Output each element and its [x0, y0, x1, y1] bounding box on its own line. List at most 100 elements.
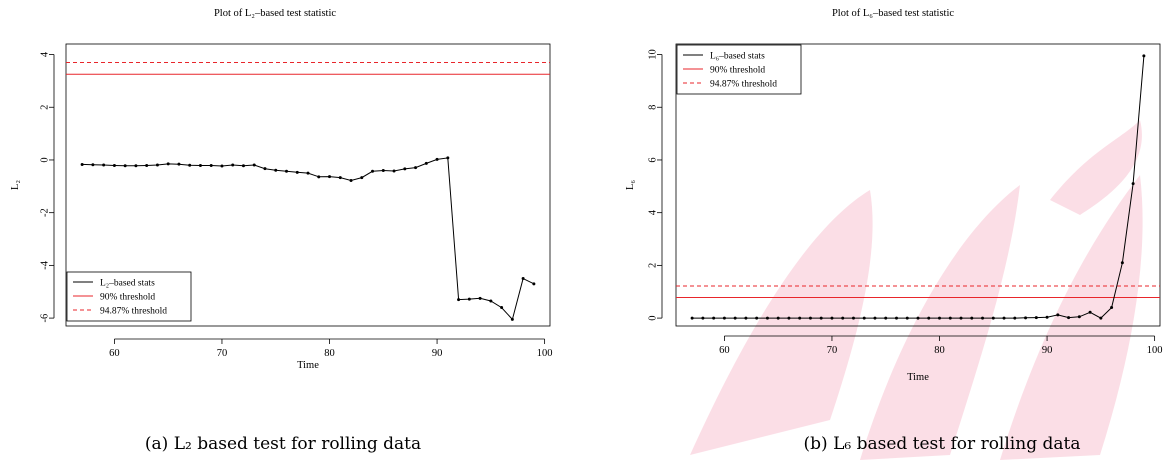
chart-a-x-tick-label: 90: [432, 348, 443, 359]
chart-b-data-point: [755, 317, 758, 320]
chart-a-data-point: [91, 163, 94, 166]
chart-a-legend: L₂–based stats 90% threshold 94.87% thresh…: [67, 272, 191, 321]
chart-a-thresholds: [66, 62, 550, 74]
chart-a-data-point: [457, 298, 460, 301]
chart-a-data-point: [371, 170, 374, 173]
chart-b-data-point: [734, 317, 737, 320]
chart-b-data-point: [1035, 316, 1038, 319]
chart-b-data-point: [938, 317, 941, 320]
chart-a-y-tick-label: -6: [39, 314, 50, 323]
chart-b-data-point: [1003, 317, 1006, 320]
chart-b-y-tick-label: 0: [647, 315, 658, 320]
chart-a-data-point: [134, 164, 137, 167]
chart-a-data-point: [156, 163, 159, 166]
chart-a-x-tick-label: 60: [109, 348, 120, 359]
chart-b-data-point: [691, 317, 694, 320]
chart-b-legend-label: L₆–based stats: [710, 52, 765, 62]
chart-b-data-point: [992, 317, 995, 320]
caption-b: (b) L₆ based test for rolling data: [804, 434, 1081, 454]
chart-b-data-point: [1089, 311, 1092, 314]
chart-a-data-point: [253, 163, 256, 166]
chart-a-legend-label: L₂–based stats: [100, 279, 155, 289]
chart-b-legend: L₆–based stats 90% threshold 94.87% thresh…: [677, 45, 801, 94]
chart-b-data-point: [917, 317, 920, 320]
chart-a-x-tick-label: 100: [537, 348, 553, 359]
chart-a-y-tick-label: 4: [39, 51, 50, 57]
chart-b-data-point: [1067, 316, 1070, 319]
chart-a-x-axis: 60 70 80 90 100: [109, 339, 552, 359]
chart-b-data-point: [841, 317, 844, 320]
chart-a-data-point: [446, 156, 449, 159]
chart-a-data-point: [199, 164, 202, 167]
chart-b-legend-label: 94.87% threshold: [710, 80, 777, 90]
chart-b-data-point: [777, 317, 780, 320]
chart-b-y-tick-label: 6: [647, 157, 658, 162]
chart-a-legend-label: 94.87% threshold: [100, 307, 167, 317]
chart-b-data-point: [927, 317, 930, 320]
chart-b-data-point: [1013, 317, 1016, 320]
chart-b-data-point: [1078, 315, 1081, 318]
chart-a-data-point: [124, 164, 127, 167]
chart-a-data-point: [220, 165, 223, 168]
chart-a-data-point: [188, 164, 191, 167]
chart-b-x-tick-label: 70: [827, 345, 838, 356]
chart-b-data-point: [787, 317, 790, 320]
chart-a-data-point: [285, 170, 288, 173]
chart-a-data-point: [360, 176, 363, 179]
chart-a-data-point: [328, 175, 331, 178]
chart-a-xlabel: Time: [297, 360, 319, 371]
chart-b-data-point: [744, 317, 747, 320]
chart-b-ylabel: L₆: [625, 180, 636, 190]
chart-b-data-point: [1142, 54, 1145, 57]
chart-b-data-point: [906, 317, 909, 320]
chart-a-data-point: [210, 164, 213, 167]
chart-b-data-point: [873, 317, 876, 320]
chart-a-data-point: [436, 158, 439, 161]
chart-b-data-point: [830, 317, 833, 320]
chart-b-data-point: [1121, 261, 1124, 264]
chart-b-data-point: [949, 317, 952, 320]
chart-b-title: Plot of L₆–based test statistic: [832, 8, 954, 19]
chart-a-data-point: [425, 162, 428, 165]
chart-a-data-point: [167, 162, 170, 165]
chart-a-data-point: [479, 297, 482, 300]
chart-b-y-tick-label: 10: [647, 49, 658, 60]
chart-a-data-point: [339, 176, 342, 179]
chart-b-data-point: [798, 317, 801, 320]
chart-a-data-point: [102, 163, 105, 166]
chart-b-data-point: [1024, 316, 1027, 319]
chart-b-data-point: [809, 317, 812, 320]
chart-b-x-tick-label: 60: [719, 345, 730, 356]
chart-a-data-point: [145, 164, 148, 167]
chart-a-data-point: [522, 277, 525, 280]
chart-b-data-point: [766, 317, 769, 320]
chart-b-data-point: [852, 317, 855, 320]
panel-a: Plot of L₂–based test statistic 60708090…: [10, 8, 552, 454]
chart-a-data-point: [113, 164, 116, 167]
chart-b-data-point: [712, 317, 715, 320]
chart-a-legend-label: 90% threshold: [100, 293, 155, 303]
chart-a-data-point: [296, 171, 299, 174]
chart-a-data-point: [500, 306, 503, 309]
chart-a-data-point: [393, 170, 396, 173]
chart-a-y-tick-label: 2: [39, 105, 50, 110]
chart-b-x-tick-label: 80: [934, 345, 945, 356]
chart-b-data-point: [960, 317, 963, 320]
chart-b-data-point: [1056, 313, 1059, 316]
chart-b-data-point: [981, 317, 984, 320]
chart-b-y-axis: 0246810: [647, 49, 662, 320]
chart-b-data-point: [863, 317, 866, 320]
chart-b-x-tick-label: 90: [1042, 345, 1053, 356]
chart-b-data-point: [1132, 182, 1135, 185]
chart-b-data-point: [701, 317, 704, 320]
chart-a-x-tick-label: 70: [217, 348, 228, 359]
chart-a-ylabel: L₂: [10, 180, 21, 190]
chart-b-data-point: [820, 317, 823, 320]
chart-a-data-point: [81, 163, 84, 166]
chart-b-data-point: [1110, 306, 1113, 309]
chart-a-data-point: [263, 167, 266, 170]
chart-a-data-point: [307, 172, 310, 175]
chart-b-legend-label: 90% threshold: [710, 66, 765, 76]
chart-a-x-tick-label: 80: [324, 348, 335, 359]
